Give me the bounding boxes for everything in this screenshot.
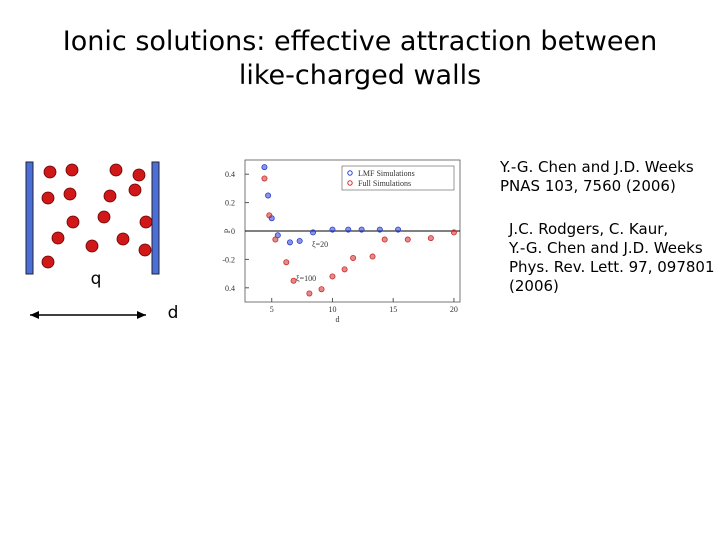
data-point bbox=[296, 237, 303, 244]
x-axis-label: d bbox=[336, 315, 340, 324]
data-point bbox=[286, 239, 293, 246]
data-point bbox=[261, 164, 268, 171]
data-point bbox=[350, 254, 357, 261]
data-point bbox=[310, 229, 317, 236]
data-point bbox=[427, 235, 434, 242]
reference-line: J.C. Rodgers, C. Kaur, bbox=[508, 220, 668, 238]
reference-line: Y.-G. Chen and J.D. Weeks bbox=[499, 158, 694, 176]
reference-line: PNAS 103, 7560 (2006) bbox=[500, 177, 676, 195]
data-point bbox=[266, 212, 273, 219]
data-point bbox=[283, 259, 290, 266]
data-point bbox=[381, 236, 388, 243]
title-line: Ionic solutions: effective attraction be… bbox=[63, 26, 657, 57]
wall bbox=[25, 161, 34, 275]
reference-line: Y.-G. Chen and J.D. Weeks bbox=[508, 239, 703, 257]
chart: 0.4 0.2 0 -0.2 0.4 5 10 15 20 d P LMF SimulationsFu… bbox=[222, 159, 461, 324]
x-tick-label: 20 bbox=[450, 305, 458, 314]
legend-label: Full Simulations bbox=[358, 179, 411, 188]
y-tick-label: 0.4 bbox=[225, 170, 235, 179]
x-tick-label: 5 bbox=[270, 305, 274, 314]
charge-label: q bbox=[91, 269, 102, 289]
data-point bbox=[341, 266, 348, 273]
reference-line: Phys. Rev. Lett. 97, 097801 bbox=[509, 258, 715, 276]
data-point bbox=[358, 226, 365, 233]
legend-box bbox=[341, 165, 455, 191]
data-point bbox=[272, 236, 279, 243]
data-point bbox=[329, 273, 336, 280]
annotation: ξ=20 bbox=[312, 240, 328, 249]
data-point bbox=[369, 253, 376, 260]
x-tick-label: 10 bbox=[328, 305, 336, 314]
title-line: like-charged walls bbox=[239, 60, 481, 91]
legend-symbol bbox=[347, 180, 353, 186]
data-point bbox=[318, 286, 325, 293]
data-point bbox=[376, 226, 383, 233]
x-tick-label: 15 bbox=[389, 305, 397, 314]
diagram: q d bbox=[25, 161, 179, 323]
data-point bbox=[329, 226, 336, 233]
legend-symbol bbox=[347, 170, 353, 176]
data-point bbox=[306, 290, 313, 297]
y-tick-label: 0.2 bbox=[225, 199, 235, 208]
annotation: ξ=100 bbox=[296, 274, 316, 283]
data-point bbox=[345, 226, 352, 233]
data-point bbox=[450, 229, 457, 236]
y-tick-label: 0.4 bbox=[225, 284, 235, 293]
data-point bbox=[395, 226, 402, 233]
wall bbox=[151, 161, 160, 275]
data-point bbox=[404, 236, 411, 243]
y-tick-label: -0.2 bbox=[222, 255, 235, 264]
ions bbox=[41, 163, 153, 269]
reference-line: (2006) bbox=[509, 277, 559, 295]
y-tick-label: 0 bbox=[231, 227, 235, 236]
data-point bbox=[290, 277, 297, 284]
distance-label: d bbox=[168, 303, 179, 323]
legend-label: LMF Simulations bbox=[358, 169, 415, 178]
data-point bbox=[265, 192, 272, 199]
y-axis-label: P bbox=[223, 228, 232, 233]
data-point bbox=[261, 175, 268, 182]
